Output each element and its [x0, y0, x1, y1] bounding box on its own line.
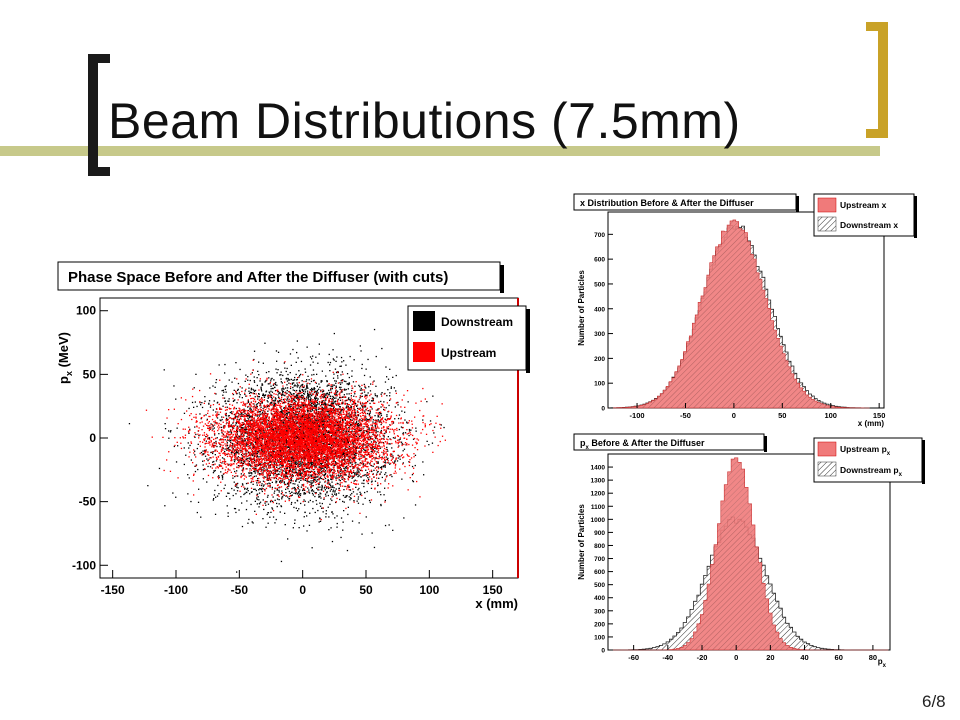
x-hist-legend-shadow: [914, 196, 917, 238]
hist-y-tick-label: 500: [594, 281, 605, 288]
x-hist-x-label: x (mm): [858, 419, 885, 428]
y-tick-label: 0: [89, 431, 96, 445]
hist-y-tick-label: 1000: [591, 517, 606, 524]
chart-title-box: [57, 261, 501, 291]
hist-y-tick-label: 900: [594, 530, 605, 537]
phase-space-chart: Phase Space Before and After the Diffuse…: [48, 258, 538, 618]
hist-y-tick-label: 400: [594, 306, 605, 313]
hist-x-tick-label: 80: [869, 653, 877, 662]
hist-x-tick-label: 60: [835, 653, 843, 662]
y-tick-label: 100: [76, 304, 96, 318]
x-tick-label: -50: [231, 583, 249, 597]
hist-x-tick-label: 100: [824, 411, 837, 420]
px-hist-axes: -60 -40 -20 0 20 40 60 800100200300400500600700…: [591, 465, 878, 662]
x-hist-y-label: Number of Particles: [577, 270, 586, 346]
hist-y-tick-label: 500: [594, 582, 605, 589]
x-hist-title-shadow: [796, 196, 799, 212]
hist-y-tick-label: 600: [594, 257, 605, 264]
x-tick-label: 0: [299, 583, 306, 597]
scatter-axes: -150 -100 -50 0 50 100 150 -100 -50 0 50 100: [72, 304, 503, 597]
x-tick-label: 100: [419, 583, 439, 597]
hist-x-tick-label: 40: [800, 653, 808, 662]
hist-x-tick-label: 50: [778, 411, 786, 420]
hist-y-tick-label: 0: [601, 406, 605, 413]
chart-title: Phase Space Before and After the Diffuse…: [68, 269, 448, 286]
legend-swatch-downstream: [413, 311, 435, 331]
x-tick-label: -100: [164, 583, 188, 597]
hist-x-tick-label: -40: [662, 653, 673, 662]
hist-x-tick-label: -20: [697, 653, 708, 662]
left-bracket: [88, 54, 98, 176]
hist-y-tick-label: 300: [594, 608, 605, 615]
px-hist-title: px Before & After the Diffuser: [580, 438, 705, 451]
x-tick-label: 150: [483, 583, 503, 597]
hist-series-upstream: [608, 457, 889, 651]
hist-y-tick-label: 1200: [591, 491, 606, 498]
right-bracket: [878, 22, 888, 138]
legend-swatch-upstream: [413, 342, 435, 362]
px-hist-legend-upstream: Upstream px: [840, 444, 891, 457]
x-hist-title: x Distribution Before & After the Diffus…: [580, 198, 754, 208]
hist-y-tick-label: 100: [594, 634, 605, 641]
hist-x-tick-label: 20: [766, 653, 774, 662]
px-hist-legend-shadow: [922, 440, 925, 484]
px-hist-x-label: px: [878, 657, 887, 669]
px-hist-bars: [608, 457, 889, 651]
x-tick-label: 50: [359, 583, 373, 597]
hist-series-upstream: [607, 219, 870, 409]
px-hist-y-label: Number of Particles: [577, 504, 586, 580]
px-hist-legend-downstream: Downstream px: [840, 465, 903, 478]
px-hist-legend-swatch-upstream: [817, 441, 837, 457]
scatter-series-upstream: [145, 359, 446, 521]
hist-y-tick-label: 1100: [591, 504, 605, 511]
x-hist-legend-swatch-downstream: [817, 216, 837, 232]
legend-label-upstream: Upstream: [441, 346, 496, 360]
x-tick-label: -150: [101, 583, 125, 597]
hist-y-tick-label: 200: [594, 621, 605, 628]
scatter-points: [128, 328, 460, 573]
left-bracket-top: [88, 54, 110, 63]
y-axis-label: px (MeV): [56, 332, 74, 384]
slide-title: Beam Distributions (7.5mm): [108, 93, 741, 149]
chart-title-shadow: [500, 265, 504, 293]
hist-y-tick-label: 100: [594, 381, 605, 388]
hist-y-tick-label: 600: [594, 569, 605, 576]
hist-x-tick-label: 0: [734, 653, 738, 662]
x-hist-legend-upstream: Upstream x: [840, 200, 887, 210]
x-distribution-chart: x Distribution Before & After the Diffus…: [573, 193, 917, 428]
hist-y-tick-label: 800: [594, 543, 605, 550]
px-hist-title-shadow: [764, 436, 767, 452]
right-bracket-bottom: [866, 129, 888, 138]
hist-y-tick-label: 1400: [591, 465, 606, 472]
hist-x-tick-label: -50: [680, 411, 691, 420]
hist-x-tick-label: 0: [732, 411, 736, 420]
hist-x-tick-label: -100: [630, 411, 645, 420]
hist-y-tick-label: 200: [594, 356, 605, 363]
page-number: 6/8: [922, 692, 946, 711]
x-axis-label: x (mm): [475, 596, 518, 611]
y-tick-label: -100: [72, 558, 96, 572]
hist-y-tick-label: 0: [601, 648, 605, 655]
right-bracket-top: [866, 22, 888, 31]
y-tick-label: -50: [79, 495, 97, 509]
px-distribution-chart: px Before & After the Diffuser -60 -40 -20…: [573, 433, 925, 669]
x-hist-legend-downstream: Downstream x: [840, 220, 898, 230]
legend-shadow: [526, 309, 530, 373]
hist-y-tick-label: 300: [594, 331, 605, 338]
px-hist-legend-swatch-downstream: [817, 461, 837, 477]
hist-y-tick-label: 700: [594, 232, 605, 239]
x-hist-axes: -100 -50 0 50 100 150 0 100 200 300 400 500 600 700: [594, 232, 885, 420]
y-tick-label: 50: [83, 367, 97, 381]
hist-y-tick-label: 400: [594, 595, 605, 602]
legend-label-downstream: Downstream: [441, 315, 513, 329]
left-bracket-bottom: [88, 167, 110, 176]
x-hist-bars: [607, 219, 870, 409]
hist-x-tick-label: 150: [873, 411, 886, 420]
hist-y-tick-label: 700: [594, 556, 605, 563]
title-underline-bar: [0, 146, 880, 156]
x-hist-legend-swatch-upstream: [817, 197, 837, 213]
hist-y-tick-label: 1300: [591, 478, 606, 485]
hist-x-tick-label: -60: [628, 653, 639, 662]
